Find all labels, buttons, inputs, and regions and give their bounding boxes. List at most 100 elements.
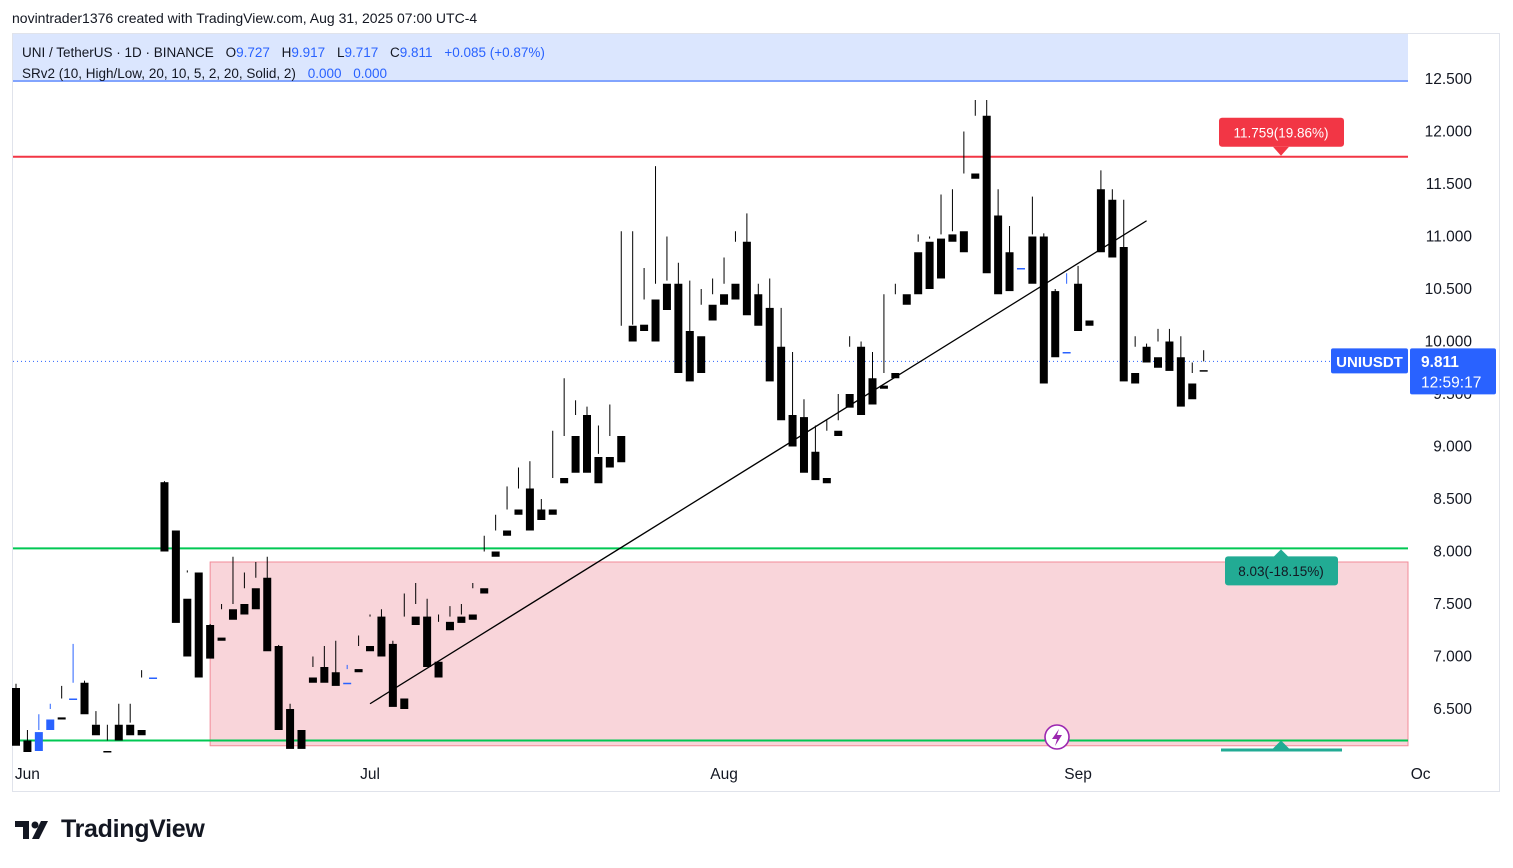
candle[interactable] (411, 583, 420, 625)
candle[interactable] (171, 530, 180, 623)
candle[interactable] (331, 640, 340, 686)
candle[interactable] (468, 583, 477, 620)
candle[interactable] (1131, 336, 1140, 384)
candle[interactable] (57, 685, 66, 720)
candle[interactable] (183, 570, 192, 657)
candle[interactable] (525, 461, 534, 531)
candle[interactable] (788, 352, 797, 447)
trendline[interactable] (369, 220, 1147, 705)
candle[interactable] (971, 100, 980, 179)
candle[interactable] (1199, 350, 1208, 372)
candle[interactable] (34, 714, 43, 751)
candle[interactable] (1176, 336, 1185, 407)
candle[interactable] (1188, 362, 1197, 400)
candle[interactable] (1119, 199, 1128, 382)
candle[interactable] (822, 420, 831, 484)
candle[interactable] (640, 268, 649, 331)
candle[interactable] (308, 656, 317, 683)
candle[interactable] (628, 231, 637, 342)
candle[interactable] (834, 394, 843, 436)
candle[interactable] (868, 352, 877, 405)
candle[interactable] (685, 280, 694, 382)
candle[interactable] (560, 378, 569, 484)
candle[interactable] (103, 724, 112, 753)
candle[interactable] (12, 683, 20, 746)
candle[interactable] (742, 213, 751, 316)
candle[interactable] (1051, 289, 1060, 358)
candle[interactable] (320, 646, 329, 683)
candle[interactable] (651, 166, 660, 342)
candle[interactable] (137, 670, 146, 736)
candle[interactable] (845, 336, 854, 408)
candle[interactable] (354, 635, 363, 673)
candle[interactable] (777, 307, 786, 421)
candle[interactable] (445, 606, 454, 631)
candle[interactable] (228, 556, 237, 620)
indicator-legend[interactable]: SRv2 (10, High/Low, 20, 10, 5, 2, 20, So… (22, 66, 387, 81)
candle[interactable] (1154, 328, 1162, 368)
candle[interactable] (503, 486, 512, 536)
candle[interactable] (537, 499, 546, 520)
candle[interactable] (891, 283, 900, 379)
candle[interactable] (343, 664, 352, 685)
candle[interactable] (160, 481, 169, 552)
candle[interactable] (366, 614, 375, 652)
candle[interactable] (583, 406, 591, 473)
candle[interactable] (548, 430, 557, 515)
candle[interactable] (617, 231, 626, 463)
candle[interactable] (1085, 189, 1094, 326)
candle[interactable] (902, 252, 911, 305)
candle[interactable] (948, 189, 957, 242)
candle[interactable] (206, 623, 215, 659)
candle[interactable] (217, 604, 226, 641)
candle[interactable] (914, 234, 923, 295)
lower-support-label[interactable] (1221, 740, 1342, 752)
support-price-label[interactable]: 8.03(-18.15%) (1225, 549, 1338, 586)
candle[interactable] (457, 604, 466, 623)
candle[interactable] (491, 514, 500, 557)
demand-zone[interactable] (209, 561, 1409, 747)
candle[interactable] (754, 283, 763, 326)
candle[interactable] (937, 194, 946, 279)
candle[interactable] (1074, 265, 1083, 331)
candle[interactable] (674, 262, 683, 373)
candle[interactable] (194, 572, 203, 678)
candle[interactable] (423, 598, 432, 667)
candle[interactable] (799, 399, 808, 473)
candle[interactable] (1108, 189, 1117, 258)
candle[interactable] (286, 703, 295, 749)
resistance-price-label[interactable]: 11.759(19.86%) (1219, 117, 1344, 156)
candle[interactable] (731, 231, 740, 300)
candle[interactable] (46, 703, 55, 730)
candle[interactable] (720, 257, 729, 305)
current-price-axis-label[interactable]: UNIUSDT 9.811 12:59:17 (1331, 348, 1496, 395)
candle[interactable] (1142, 343, 1151, 363)
candle[interactable] (708, 278, 717, 321)
candle[interactable] (811, 425, 820, 481)
candle[interactable] (1062, 273, 1071, 354)
candle[interactable] (23, 730, 32, 752)
candle[interactable] (994, 189, 1003, 295)
candle[interactable] (388, 640, 397, 707)
candle[interactable] (1028, 196, 1037, 284)
candle[interactable] (114, 703, 123, 741)
candle[interactable] (1005, 226, 1014, 292)
candle[interactable] (1016, 237, 1025, 270)
candle[interactable] (149, 482, 158, 679)
candle[interactable] (514, 467, 523, 515)
candle[interactable] (274, 644, 283, 730)
candle[interactable] (1039, 233, 1048, 384)
candle[interactable] (297, 678, 306, 749)
candle[interactable] (982, 100, 991, 274)
candle[interactable] (857, 341, 866, 416)
candle[interactable] (571, 400, 580, 473)
candle[interactable] (1165, 328, 1174, 371)
candle[interactable] (662, 236, 671, 311)
candle[interactable] (263, 556, 272, 652)
lightning-icon[interactable] (1044, 724, 1070, 750)
candle[interactable] (126, 703, 135, 736)
candle[interactable] (480, 535, 489, 594)
candle[interactable] (925, 236, 934, 290)
candle[interactable] (80, 680, 89, 715)
